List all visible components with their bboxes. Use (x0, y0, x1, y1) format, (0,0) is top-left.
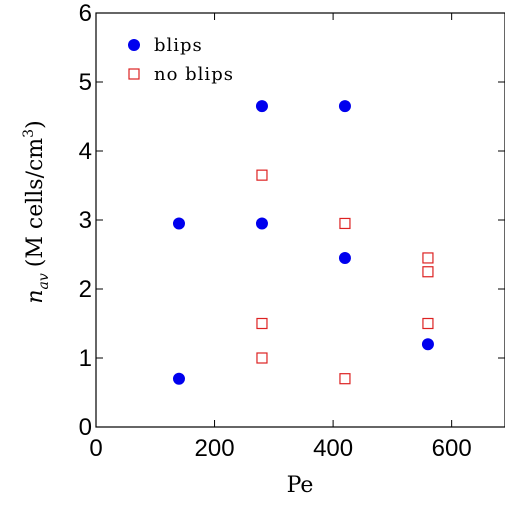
y-axis-superscript: 3 (21, 129, 37, 138)
data-point-no-blips (422, 317, 434, 330)
x-tick-label: 200 (195, 435, 235, 462)
data-point-blips (172, 217, 185, 230)
data-point-no-blips (339, 373, 351, 385)
data-point-no-blips (256, 169, 268, 181)
data-point-blips (338, 100, 351, 113)
data-point-blips (338, 251, 351, 264)
y-tick-label: 1 (79, 345, 92, 372)
data-markers (172, 100, 434, 385)
y-tick-label: 2 (79, 276, 92, 303)
x-axis-label: Pe (287, 473, 314, 498)
axis-tick-labels: 0 200 400 600 0 1 2 3 4 5 6 (79, 0, 472, 462)
data-point-blips (421, 338, 434, 351)
x-tick-label: 600 (432, 435, 472, 462)
legend: blips no blips (128, 35, 234, 85)
axis-ticks (95, 12, 505, 428)
x-tick-label: 400 (313, 435, 353, 462)
data-point-no-blips (422, 266, 434, 278)
y-axis-unit-open: (M cells/cm (23, 138, 48, 268)
y-axis-subscript: av (36, 273, 52, 289)
y-tick-label: 3 (79, 207, 92, 234)
legend-label-blips: blips (154, 35, 203, 56)
legend-marker-blips (128, 39, 140, 51)
y-tick-label: 0 (79, 414, 92, 441)
data-point-no-blips (422, 252, 434, 264)
y-tick-label: 6 (79, 0, 92, 27)
legend-marker-no-blips (128, 68, 140, 80)
data-point-no-blips (256, 352, 268, 364)
data-point-blips (255, 100, 268, 113)
data-point-no-blips (339, 217, 351, 230)
data-point-no-blips (256, 317, 268, 330)
y-axis-unit-close: ) (23, 120, 48, 129)
legend-label-no-blips: no blips (154, 64, 234, 85)
y-tick-label: 4 (79, 138, 92, 165)
y-axis-label: nav (M cells/cm3) (21, 120, 52, 303)
y-tick-label: 5 (79, 69, 92, 96)
x-tick-label: 0 (89, 435, 102, 462)
data-point-blips (255, 217, 268, 230)
data-point-blips (172, 372, 185, 385)
y-axis-symbol: n (23, 290, 48, 304)
